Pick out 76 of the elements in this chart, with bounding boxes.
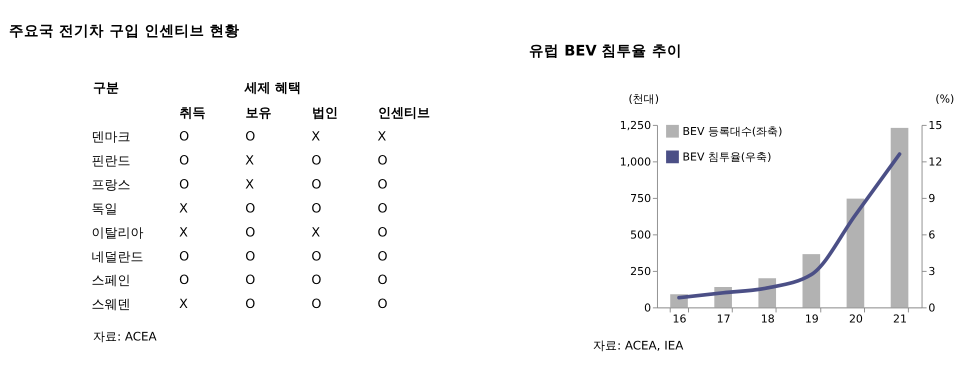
y2-tick-label: 15	[928, 119, 942, 132]
bar	[846, 198, 864, 308]
y-tick-label: 1,250	[620, 119, 652, 132]
y-tick-label: 1,000	[620, 156, 652, 169]
text: 주요국 전기차 구입 인센티브 현황	[9, 22, 240, 40]
text: O	[179, 177, 190, 192]
text: O	[179, 153, 190, 168]
text: O	[245, 201, 256, 216]
x-tick-label: 19	[804, 312, 819, 326]
bar	[890, 128, 908, 308]
x-tick-label: 16	[672, 312, 686, 326]
text: O	[245, 130, 256, 145]
text: O	[245, 249, 256, 264]
text: X	[179, 225, 188, 240]
text: O	[378, 201, 388, 216]
text: O	[378, 249, 388, 264]
category-label: 스페인	[92, 274, 131, 289]
text: O	[378, 177, 388, 192]
text: 구분	[93, 81, 120, 96]
text: O	[311, 201, 322, 216]
text: O	[311, 249, 322, 264]
text: X	[311, 130, 320, 145]
category-label: 독일	[92, 202, 118, 217]
y-tick-label: 0	[644, 302, 652, 315]
text: O	[378, 273, 388, 288]
text: O	[311, 177, 322, 192]
text: X	[245, 177, 254, 192]
category-label: 스웨덴	[92, 298, 131, 313]
text: O	[179, 273, 190, 288]
category-label: 핀란드	[92, 154, 131, 169]
text: O	[378, 153, 388, 168]
y-tick-label: 750	[630, 192, 652, 206]
text: 세제 혜택	[243, 81, 301, 96]
y2-tick-label: 0	[928, 302, 936, 315]
category-label: 법인	[312, 106, 338, 122]
category-label: 인센티브	[378, 106, 430, 122]
text: O	[245, 297, 256, 312]
y2-axis-title: (%)	[935, 92, 954, 106]
y2-tick-label: 9	[928, 192, 936, 206]
text: X	[179, 297, 188, 312]
text: O	[311, 297, 322, 312]
bar	[802, 254, 820, 308]
category-label: 취득	[180, 106, 206, 122]
y-tick-label: 500	[630, 228, 652, 242]
y-tick-label: 250	[630, 265, 652, 278]
text: X	[179, 201, 188, 216]
text: O	[245, 225, 256, 240]
y2-tick-label: 3	[928, 265, 936, 278]
chart-title: 유럽 BEV 침투율 추이	[529, 42, 682, 60]
text: X	[245, 153, 254, 168]
text: O	[179, 249, 190, 264]
text: 자료: ACEA	[93, 329, 158, 344]
x-tick-label: 21	[893, 312, 907, 326]
line-series	[677, 152, 902, 300]
y2-tick-label: 6	[928, 228, 936, 242]
category-label: 보유	[246, 106, 272, 122]
x-tick-label: 20	[848, 312, 863, 326]
text: O	[311, 153, 322, 168]
text: O	[378, 225, 388, 240]
text: O	[378, 297, 388, 312]
category-label: 프랑스	[92, 178, 131, 193]
category-label: 덴마크	[92, 130, 131, 145]
text: O	[179, 130, 190, 145]
y-axis-title: (천대)	[628, 92, 660, 106]
text: O	[311, 273, 322, 288]
category-label: 네덜란드	[92, 250, 144, 265]
text: X	[311, 225, 320, 240]
legend-label: BEV 등록대수(좌축)	[682, 124, 782, 138]
y2-tick-label: 12	[928, 156, 942, 169]
legend-label: BEV 침투율(우축)	[682, 150, 772, 164]
category-label: 이탈리아	[92, 226, 144, 241]
text: X	[378, 130, 386, 145]
text: 자료: ACEA, IEA	[593, 338, 684, 352]
x-tick-label: 17	[716, 312, 731, 326]
text: O	[245, 273, 256, 288]
x-tick-label: 18	[760, 312, 775, 326]
